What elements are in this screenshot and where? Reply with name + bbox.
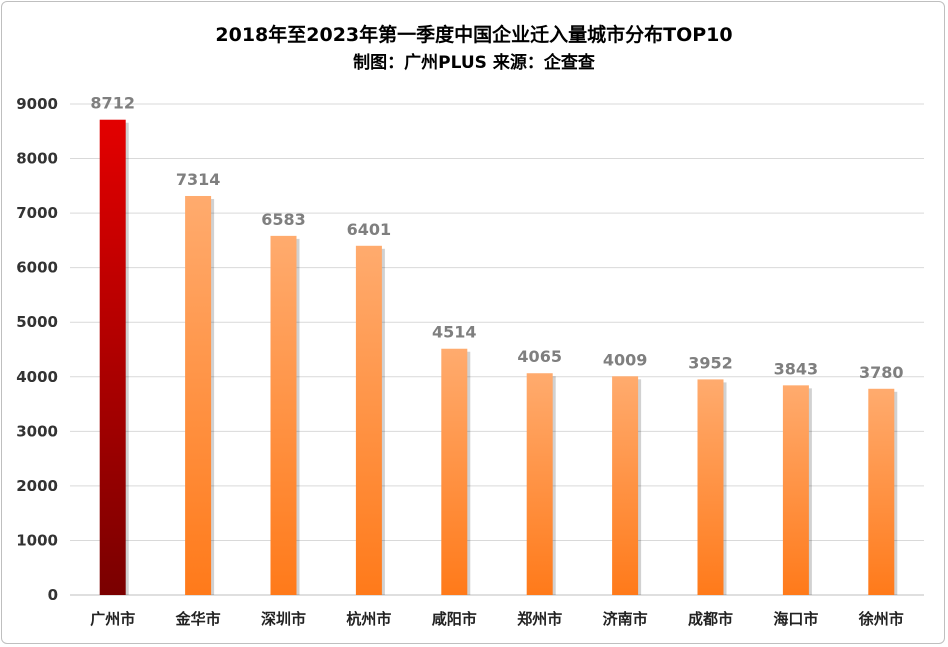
value-label: 3952 [688,353,733,372]
category-label: 济南市 [603,610,648,628]
category-label: 深圳市 [261,610,306,628]
category-label: 徐州市 [858,610,904,628]
value-label: 3780 [859,363,904,382]
category-label: 杭州市 [346,610,391,628]
bar [355,245,382,595]
bar [441,348,468,595]
bar [99,119,126,595]
y-tick-label: 3000 [16,422,58,440]
y-tick-label: 5000 [16,313,58,331]
y-tick-label: 4000 [16,368,58,386]
value-labels: 8712 7314 6583 6401 4514 4065 4009 3952 3843 3780 [90,94,903,382]
category-label: 海口市 [773,610,818,628]
y-tick-label: 6000 [16,259,58,277]
gridlines [70,103,924,596]
category-label: 咸阳市 [432,610,477,628]
value-label: 8712 [90,94,135,113]
y-axis-ticks: 0 1000 2000 3000 4000 5000 6000 7000 8000 9000 [16,95,58,604]
value-label: 4065 [517,347,562,366]
y-tick-label: 1000 [16,531,58,549]
y-tick-label: 2000 [16,477,58,495]
category-label: 成都市 [688,610,733,628]
bar [185,195,212,596]
y-tick-label: 7000 [16,204,58,222]
bar [526,373,553,595]
value-label: 7314 [176,170,221,189]
chart-subtitle: 制图：广州PLUS 来源：企查查 [353,52,596,73]
chart-title: 2018年至2023年第一季度中国企业迁入量城市分布TOP10 [215,23,732,46]
category-label: 广州市 [90,610,135,628]
category-label: 金华市 [175,610,221,628]
bar [697,379,724,595]
bar [868,388,895,595]
category-label: 郑州市 [517,610,562,628]
value-label: 6583 [261,210,306,229]
value-label: 6401 [347,220,392,239]
bar [782,385,809,595]
bar [270,235,297,595]
bars [99,119,895,596]
y-tick-label: 9000 [16,95,58,113]
y-tick-label: 0 [48,586,58,604]
bar [612,376,639,595]
value-label: 4514 [432,323,477,342]
y-tick-label: 8000 [16,150,58,168]
x-axis-categories: 广州市 金华市 深圳市 杭州市 咸阳市 郑州市 济南市 成都市 海口市 徐州市 [90,610,904,628]
value-label: 4009 [603,350,648,369]
value-label: 3843 [774,359,819,378]
